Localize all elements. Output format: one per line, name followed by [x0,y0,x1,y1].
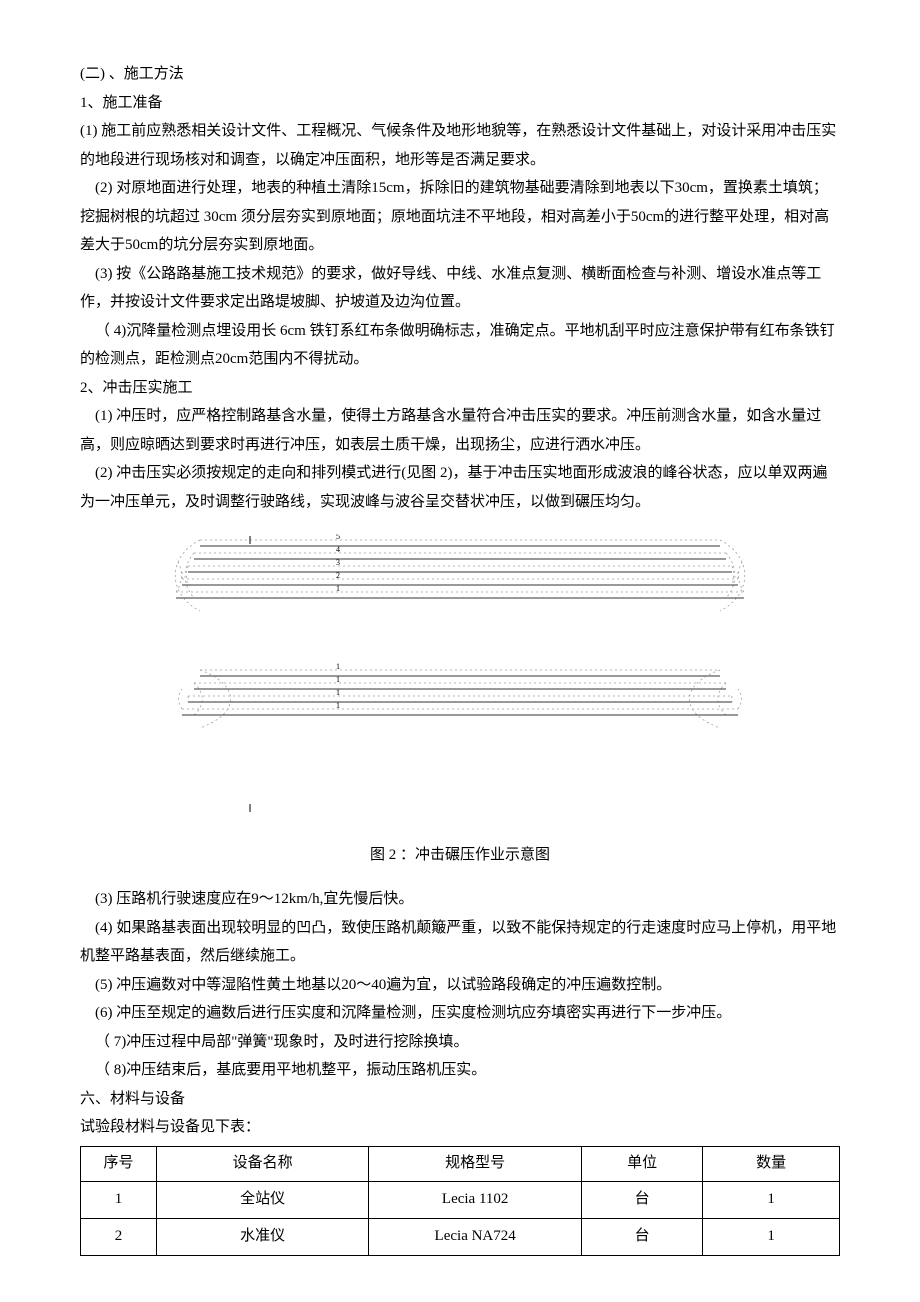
svg-text:1: 1 [336,701,340,710]
section-impact: 2、冲击压实施工 [80,374,840,403]
svg-text:1: 1 [336,584,340,593]
prep-4: （ 4)沉降量检测点埋设用长 6cm 铁钉系红布条做明确标志，准确定点。平地机刮… [80,317,840,374]
equipment-table: 序号设备名称规格型号单位数量 1全站仪Lecia 1102台12水准仪Lecia… [80,1146,840,1256]
impact-2: (2) 冲击压实必须按规定的走向和排列模式进行(见图 2)，基于冲击压实地面形成… [80,459,840,516]
section-materials: 六、材料与设备 [80,1085,840,1114]
table-cell: 台 [581,1181,702,1218]
prep-3: (3) 按《公路路基施工技术规范》的要求，做好导线、中线、水准点复测、横断面检查… [80,260,840,317]
table-cell: 2 [81,1218,157,1255]
table-header-cell: 序号 [81,1146,157,1181]
section-method: (二) 、施工方法 [80,60,840,89]
table-header-cell: 设备名称 [156,1146,369,1181]
impact-8: （ 8)冲压结束后，基底要用平地机整平，振动压路机压实。 [80,1056,840,1085]
table-cell: 全站仪 [156,1181,369,1218]
table-header-cell: 规格型号 [369,1146,582,1181]
table-header-cell: 数量 [703,1146,840,1181]
figure-2-caption: 图 2 ：冲击碾压作业示意图 [80,841,840,870]
prep-1: (1) 施工前应熟悉相关设计文件、工程概况、气候条件及地形地貌等，在熟悉设计文件… [80,117,840,174]
svg-text:5: 5 [336,534,340,541]
svg-text:2: 2 [336,571,340,580]
impact-3: (3) 压路机行驶速度应在9～12km/h,宜先慢后快。 [80,885,840,914]
section-prep: 1、施工准备 [80,89,840,118]
table-cell: 1 [703,1181,840,1218]
table-cell: 水准仪 [156,1218,369,1255]
impact-roller-diagram: 5 4 3 2 1 1 1 1 1 [140,534,780,824]
figure-2-diagram: 5 4 3 2 1 1 1 1 1 [80,534,840,835]
impact-4: (4) 如果路基表面出现较明显的凹凸，致使压路机颠簸严重，以致不能保持规定的行走… [80,914,840,971]
table-header-row: 序号设备名称规格型号单位数量 [81,1146,840,1181]
impact-6: (6) 冲压至规定的遍数后进行压实度和沉降量检测，压实度检测坑应夯填密实再进行下… [80,999,840,1028]
table-row: 1全站仪Lecia 1102台1 [81,1181,840,1218]
impact-5: (5) 冲压遍数对中等湿陷性黄土地基以20～40遍为宜，以试验路段确定的冲压遍数… [80,971,840,1000]
impact-7: （ 7)冲压过程中局部"弹簧"现象时，及时进行挖除换填。 [80,1028,840,1057]
table-cell: 1 [81,1181,157,1218]
svg-text:1: 1 [336,662,340,671]
svg-text:1: 1 [336,688,340,697]
svg-text:4: 4 [336,545,340,554]
table-header-cell: 单位 [581,1146,702,1181]
svg-text:3: 3 [336,558,340,567]
impact-1: (1) 冲压时，应严格控制路基含水量，使得土方路基含水量符合冲击压实的要求。冲压… [80,402,840,459]
materials-sub: 试验段材料与设备见下表： [80,1113,840,1142]
prep-2: (2) 对原地面进行处理，地表的种植土清除15cm，拆除旧的建筑物基础要清除到地… [80,174,840,260]
svg-text:1: 1 [336,675,340,684]
table-cell: Lecia 1102 [369,1181,582,1218]
table-cell: 1 [703,1218,840,1255]
table-cell: Lecia NA724 [369,1218,582,1255]
table-cell: 台 [581,1218,702,1255]
table-row: 2水准仪Lecia NA724台1 [81,1218,840,1255]
